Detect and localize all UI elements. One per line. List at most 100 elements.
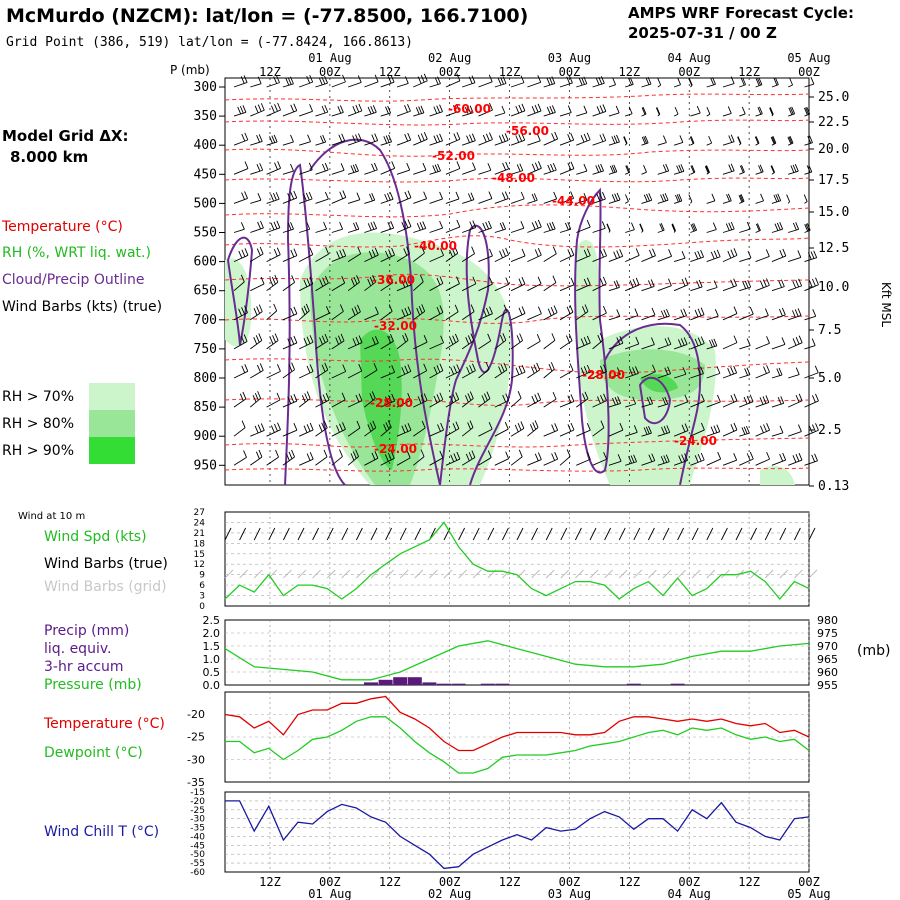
wind-barb-flag — [271, 105, 275, 113]
wind-barb — [608, 105, 620, 117]
wind-barb — [804, 309, 817, 321]
wind-barb — [690, 105, 701, 117]
wind-barb-flag — [259, 246, 264, 255]
wind-barb — [233, 161, 249, 175]
wind-barb-flag — [766, 451, 771, 460]
wind-barb — [331, 364, 347, 379]
temp-frame — [224, 691, 810, 783]
wind-barb-flag — [309, 276, 314, 284]
wind-barb-flag — [485, 362, 490, 370]
wind-barb-flag — [373, 162, 378, 171]
wind-barb-flag — [385, 422, 390, 430]
wind-barb-flag — [371, 193, 376, 201]
wind-barb-flag — [342, 248, 347, 257]
wind10m-grid-barb — [604, 569, 613, 579]
pressure-line — [224, 640, 810, 681]
wind-barb-flag — [518, 366, 523, 374]
wind-barb-flag — [547, 164, 552, 173]
wind-barb-flag — [550, 163, 554, 172]
wind-barb — [771, 367, 783, 379]
wind-barb-shaft — [690, 343, 705, 350]
wind-barb — [689, 136, 695, 146]
wind-barb-flag — [322, 394, 327, 402]
wind-barb-flag — [664, 367, 669, 375]
wind-barb — [722, 365, 738, 379]
pressure-tick-label: 965 — [817, 653, 838, 666]
wind-barb-shaft — [478, 398, 491, 408]
wind-barb-flag — [351, 308, 356, 316]
wind10m-barb — [458, 527, 467, 579]
wind-barb — [690, 223, 698, 233]
wind-barb-shaft — [299, 110, 313, 117]
wind-barb-flag — [355, 394, 360, 403]
wind-barb-flag — [269, 136, 273, 144]
wind-barb — [722, 278, 738, 292]
wind-barb-shaft — [559, 112, 572, 117]
wind-barb-flag — [239, 105, 244, 114]
wind-barb-flag — [417, 396, 422, 404]
wind-barb-flag — [339, 191, 344, 199]
height-unit-label: Kft MSL — [879, 282, 893, 327]
wind-barb-flag — [454, 304, 459, 312]
wind-barb-flag — [704, 166, 709, 174]
wind-barb-flag — [274, 162, 278, 170]
wind10m-barb — [282, 527, 292, 579]
wind-barb-flag — [662, 397, 667, 405]
wind-barb-shaft — [364, 313, 379, 321]
legend-rh: RH (%, WRT liq. wat.) — [2, 245, 151, 261]
wind-barb-flag — [812, 309, 817, 317]
wind-barb-flag — [812, 424, 816, 432]
wind-barb — [364, 162, 378, 175]
wind-barb-flag — [290, 395, 295, 403]
wind-barb — [445, 333, 459, 350]
wind-barb-flag — [371, 452, 376, 460]
wind10m-title: Wind at 10 m — [18, 511, 85, 522]
wind-barb-shaft — [396, 197, 412, 204]
wind-barb-shaft — [690, 201, 693, 204]
wind-barb — [592, 248, 607, 263]
wind-barb-flag — [635, 277, 640, 286]
wind-barb-flag — [482, 222, 487, 231]
pressure-axis-labels: 3003504004505005506006507007508008509009… — [194, 80, 225, 473]
wind-barb-flag — [306, 424, 311, 432]
wind-barb-flag — [439, 133, 443, 141]
wind10m-barb-shaft — [312, 527, 320, 541]
wind-barb — [396, 132, 412, 146]
wind-barb-shaft — [559, 370, 574, 379]
precip-accum-label: 3-hr accum — [44, 659, 124, 675]
wind-barb-flag — [580, 367, 585, 375]
wind-barb-flag — [287, 77, 292, 85]
wind-barb-flag — [780, 279, 785, 287]
wind-barb-flag — [774, 77, 779, 85]
precip-tick-label: 2.0 — [203, 627, 221, 640]
wind-barb-shaft — [641, 460, 655, 466]
wind-barb-shaft — [315, 399, 330, 408]
wind-barb-flag — [467, 193, 472, 201]
wind-barb-flag — [536, 334, 541, 342]
wind-barbs-true-label: Wind Barbs (true) — [44, 556, 168, 572]
page-subtitle: Grid Point (386, 519) lat/lon = (-77.842… — [6, 35, 413, 50]
wind-barb-flag — [257, 391, 262, 399]
wind-barb-shaft — [657, 199, 669, 204]
wind-barb-flag — [700, 422, 705, 431]
windchill-tick-label: -60 — [190, 868, 205, 878]
wind-barb-flag — [648, 454, 653, 462]
wind-barb-flag — [705, 165, 710, 174]
wind-barb — [657, 223, 665, 233]
wind-barb-shaft — [739, 171, 745, 175]
wind-barb-flag — [520, 221, 525, 229]
bottom-day-label: 05 Aug — [787, 887, 830, 900]
wind10m-grid-barb — [662, 569, 672, 579]
wind-barb-flag — [505, 451, 510, 459]
wind-barb-shaft — [461, 253, 475, 262]
section-grid — [269, 78, 810, 485]
wind-barb-shaft — [510, 110, 526, 117]
wind-barb-flag — [374, 335, 379, 344]
wind-barb-flag — [407, 104, 411, 112]
wind-barb-shaft — [266, 227, 281, 233]
wind-barb-shaft — [543, 282, 557, 292]
wind-barb-flag — [338, 134, 343, 142]
wind-barb-flag — [240, 335, 245, 344]
wind-barb-shaft — [543, 398, 557, 408]
wind10m-grid-barb — [721, 569, 730, 579]
